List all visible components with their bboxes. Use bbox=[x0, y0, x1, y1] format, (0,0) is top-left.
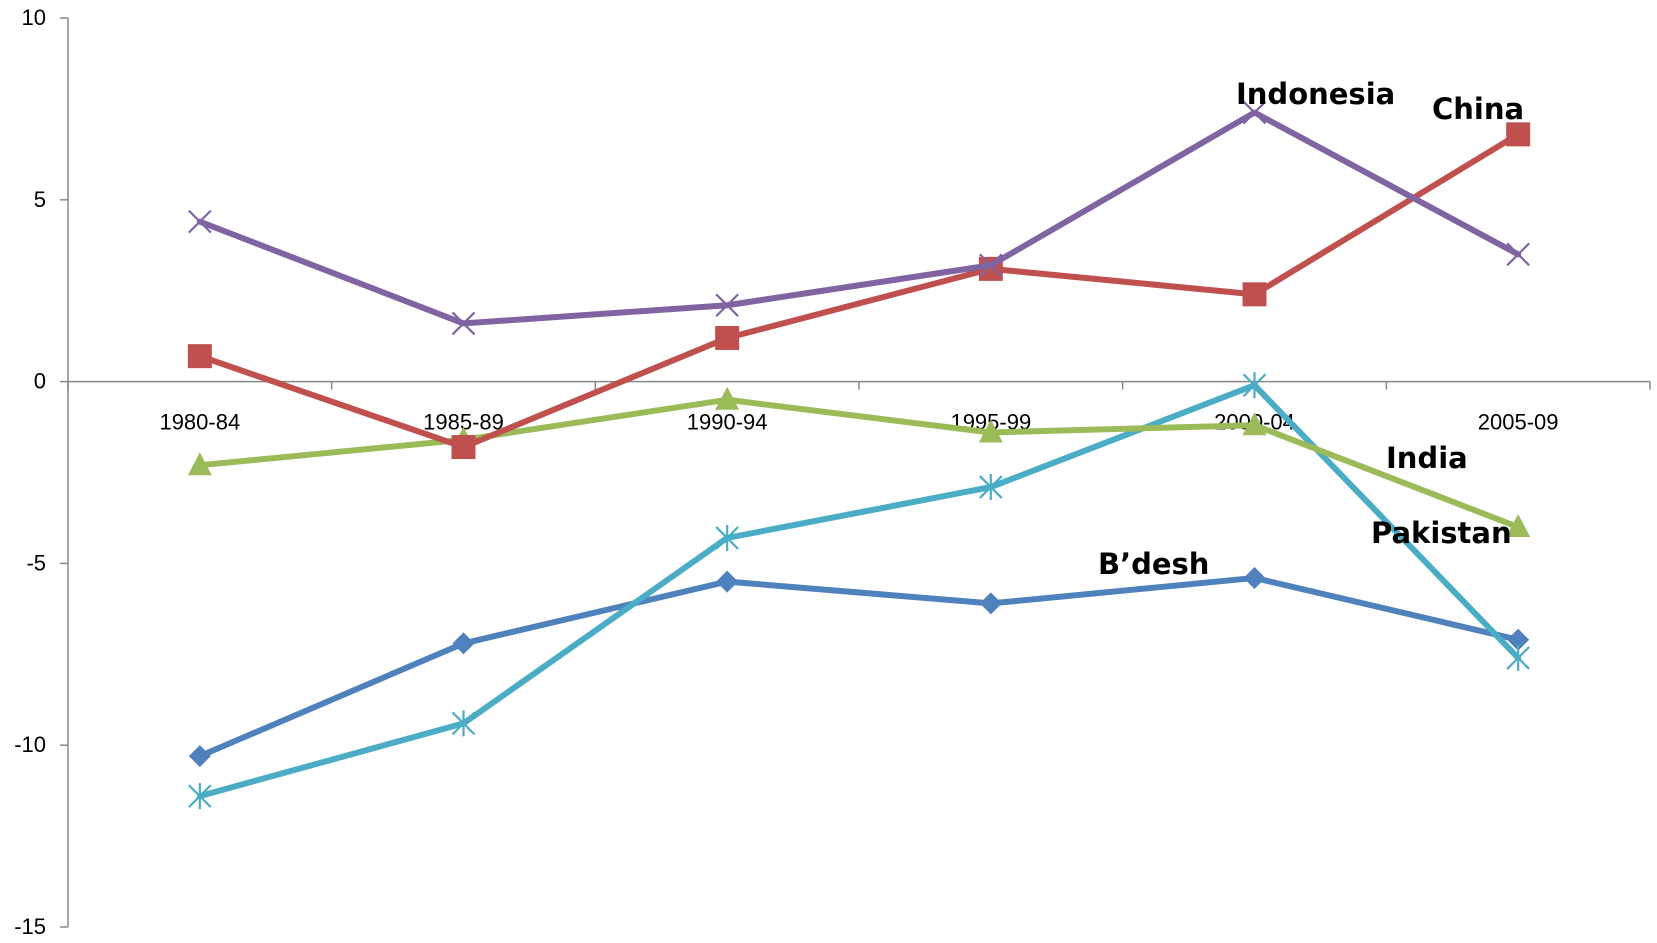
square-marker bbox=[1242, 282, 1267, 307]
x-tick-label: 1980-84 bbox=[159, 410, 240, 435]
diamond-marker bbox=[452, 632, 475, 655]
x-marker bbox=[715, 293, 739, 318]
y-tick-label: -5 bbox=[26, 550, 46, 575]
series-label-india: India bbox=[1386, 441, 1468, 475]
series-indonesia bbox=[188, 100, 1530, 336]
series-label-pakistan: Pakistan bbox=[1371, 516, 1512, 550]
series-line bbox=[196, 396, 1522, 531]
star-marker bbox=[979, 474, 1003, 501]
star-marker bbox=[451, 710, 476, 737]
series-pakistan bbox=[188, 372, 1530, 810]
series-line bbox=[196, 109, 1522, 327]
x-tick-label: 1990-94 bbox=[687, 410, 768, 435]
diamond-marker bbox=[188, 745, 211, 768]
square-marker bbox=[187, 344, 212, 369]
series-label-b-desh: B’desh bbox=[1098, 547, 1209, 581]
series-line bbox=[196, 574, 1522, 760]
star-marker bbox=[1506, 644, 1530, 671]
diamond-marker bbox=[979, 592, 1002, 615]
triangle-marker bbox=[187, 452, 212, 476]
x-marker bbox=[451, 311, 476, 336]
y-tick-label: 0 bbox=[34, 369, 46, 394]
x-tick-label: 2005-09 bbox=[1478, 410, 1559, 435]
star-marker bbox=[1242, 372, 1267, 399]
x-marker bbox=[1242, 100, 1267, 125]
diamond-marker bbox=[1507, 628, 1530, 651]
series-line bbox=[196, 382, 1522, 800]
square-marker bbox=[451, 435, 476, 460]
x-marker bbox=[979, 253, 1003, 278]
diamond-marker bbox=[1243, 566, 1266, 589]
series-label-indonesia: Indonesia bbox=[1236, 77, 1395, 111]
x-marker bbox=[1506, 242, 1530, 267]
chart-series-layer bbox=[187, 100, 1531, 810]
triangle-marker bbox=[1506, 514, 1531, 538]
y-tick-label: -15 bbox=[14, 914, 46, 939]
series-china bbox=[187, 122, 1531, 460]
series-b-desh bbox=[188, 566, 1530, 768]
y-tick-label: 10 bbox=[22, 5, 46, 30]
chart-labels-layer: Indonesia China India Pakistan B’desh bbox=[1098, 77, 1524, 581]
triangle-marker bbox=[978, 419, 1003, 443]
diamond-marker bbox=[716, 570, 739, 593]
star-marker bbox=[188, 783, 212, 810]
y-tick-label: -10 bbox=[14, 732, 46, 757]
star-marker bbox=[715, 524, 739, 551]
square-marker bbox=[1506, 122, 1531, 147]
y-tick-label: 5 bbox=[34, 187, 46, 212]
x-marker bbox=[188, 209, 212, 234]
square-marker bbox=[715, 325, 740, 350]
triangle-marker bbox=[715, 386, 740, 410]
series-line bbox=[196, 131, 1522, 451]
series-label-china: China bbox=[1432, 92, 1524, 126]
triangle-marker bbox=[1242, 412, 1267, 436]
